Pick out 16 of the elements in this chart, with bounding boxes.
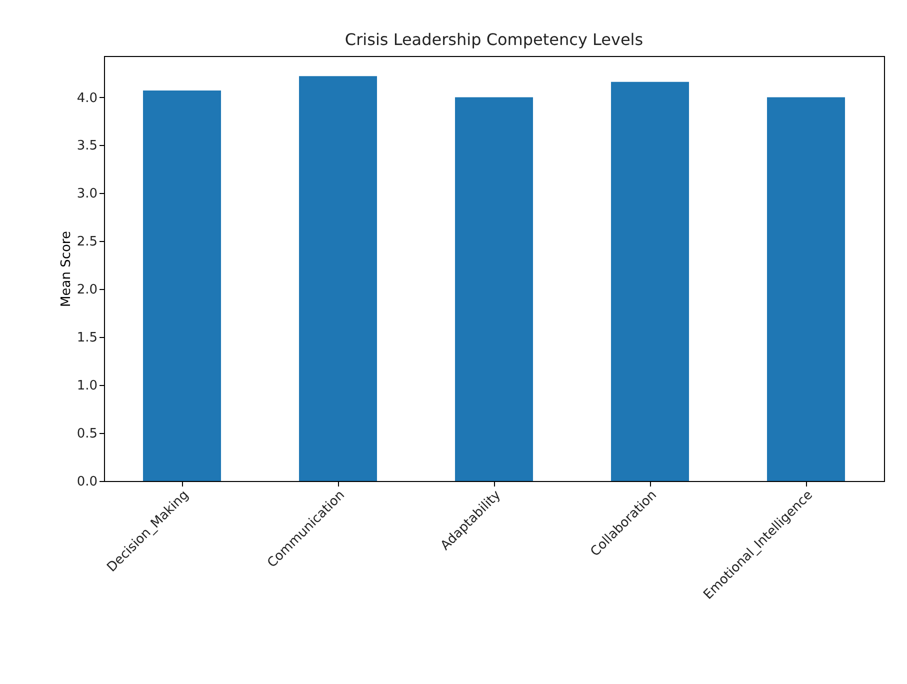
y-tick-label: 4.0 [76, 90, 98, 106]
y-tick-label: 1.5 [76, 330, 98, 346]
bar [455, 97, 533, 481]
y-tick-label: 3.5 [76, 138, 98, 154]
y-tick-label: 1.0 [76, 378, 98, 394]
y-tick-label: 3.0 [76, 186, 98, 202]
bar [143, 90, 221, 481]
bar [767, 97, 845, 481]
y-tick-label: 2.0 [76, 282, 98, 298]
y-tick-label: 0.0 [76, 474, 98, 490]
bar [299, 76, 377, 481]
y-axis-title: Mean Score [58, 231, 74, 307]
chart-title: Crisis Leadership Competency Levels [344, 30, 644, 49]
bar [611, 82, 689, 481]
y-tick-label: 2.5 [76, 234, 98, 250]
y-tick-label: 0.5 [76, 426, 98, 442]
